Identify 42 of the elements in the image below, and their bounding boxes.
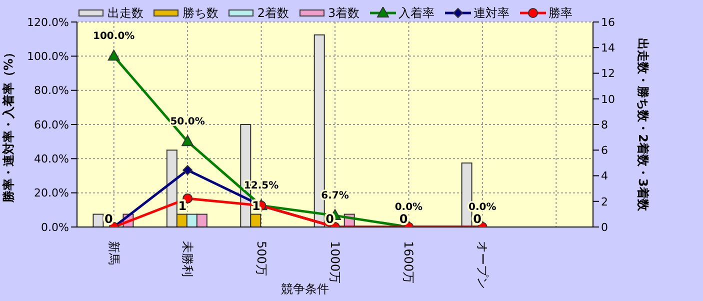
y-tick-label: 80.0% — [34, 84, 69, 98]
data-label: 0 — [399, 212, 408, 226]
legend-label: 連対率 — [474, 4, 510, 22]
x-tick-label: 新馬 — [106, 241, 121, 265]
x-tick-label: 1600万 — [402, 241, 416, 284]
y-axis-title: 勝率・連対率・入着率（%） — [1, 46, 16, 204]
y2-tick-label: 4 — [601, 170, 608, 183]
data-label: 0 — [104, 212, 113, 226]
y2-tick-label: 2 — [601, 195, 608, 208]
y2-tick-label: 10 — [601, 92, 615, 106]
y-tick-label: 100.0% — [27, 50, 69, 64]
data-label: 50.0% — [170, 116, 205, 128]
data-label: 0 — [473, 212, 482, 226]
x-tick-label: オープン — [475, 241, 490, 289]
y2-tick-label: 16 — [601, 16, 615, 29]
y-tick-label: 120.0% — [27, 16, 69, 29]
x-tick-label: 1000万 — [328, 241, 342, 284]
y-tick-label: 20.0% — [34, 186, 69, 200]
legend-label: 勝率 — [548, 4, 573, 22]
point — [108, 50, 120, 61]
data-label: 0.0% — [394, 202, 423, 213]
x-tick-label: 500万 — [254, 241, 268, 276]
y-tick-label: 40.0% — [34, 152, 69, 166]
y2-tick-label: 14 — [601, 42, 615, 55]
legend-label: 勝ち数 — [182, 4, 218, 22]
legend-label: 入着率 — [398, 4, 435, 22]
data-label: 100.0% — [93, 31, 135, 42]
data-label: 1 — [178, 199, 187, 214]
x-tick-label: 未勝利 — [180, 241, 195, 277]
y2-tick-label: 12 — [601, 67, 615, 80]
y2-tick-label: 0 — [601, 220, 608, 234]
x-axis-title: 競争条件 — [281, 282, 329, 296]
legend-label: 2着数 — [257, 4, 289, 22]
y2-tick-label: 6 — [601, 144, 608, 158]
legend-label: 出走数 — [107, 4, 144, 22]
legend-label: 3着数 — [328, 4, 360, 22]
point — [182, 135, 194, 146]
y2-axis-title: 出走数・勝ち数・2着数・3着数 — [636, 38, 650, 212]
y2-tick-label: 8 — [601, 118, 608, 132]
bar — [92, 214, 104, 227]
y-tick-label: 0.0% — [41, 220, 69, 234]
y-tick-label: 60.0% — [34, 118, 69, 132]
